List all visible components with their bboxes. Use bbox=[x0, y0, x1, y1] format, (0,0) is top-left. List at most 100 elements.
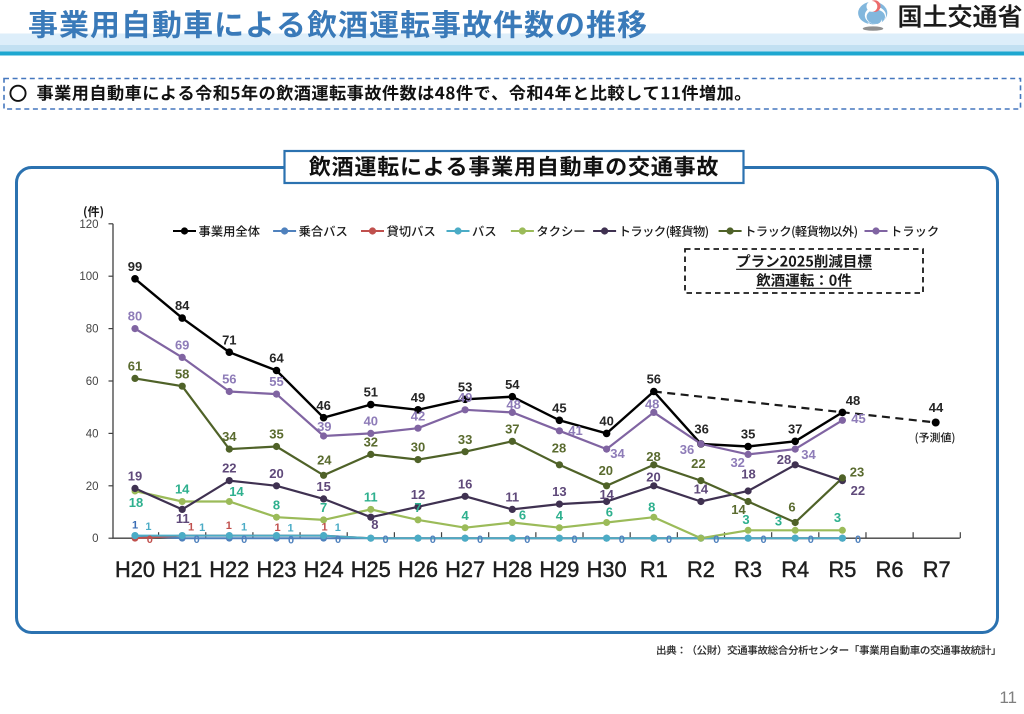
svg-text:55: 55 bbox=[269, 374, 283, 389]
svg-text:R7: R7 bbox=[923, 557, 951, 582]
svg-text:58: 58 bbox=[175, 366, 189, 381]
svg-text:41: 41 bbox=[568, 423, 582, 438]
svg-text:8: 8 bbox=[371, 517, 378, 532]
svg-text:1: 1 bbox=[275, 522, 281, 534]
svg-text:18: 18 bbox=[129, 495, 143, 510]
svg-text:56: 56 bbox=[222, 372, 236, 387]
svg-text:36: 36 bbox=[680, 442, 694, 457]
svg-text:11: 11 bbox=[176, 511, 190, 526]
svg-text:40: 40 bbox=[86, 428, 99, 440]
svg-text:H26: H26 bbox=[398, 557, 438, 582]
svg-text:22: 22 bbox=[851, 483, 865, 498]
svg-text:8: 8 bbox=[273, 497, 280, 512]
svg-text:48: 48 bbox=[645, 396, 659, 411]
svg-text:3: 3 bbox=[775, 514, 782, 529]
svg-text:0: 0 bbox=[713, 534, 719, 546]
svg-text:40: 40 bbox=[364, 414, 378, 429]
svg-text:1: 1 bbox=[241, 521, 247, 533]
svg-text:22: 22 bbox=[691, 456, 705, 471]
svg-text:40: 40 bbox=[599, 414, 613, 429]
svg-text:48: 48 bbox=[846, 393, 860, 408]
svg-text:0: 0 bbox=[808, 534, 814, 546]
svg-text:22: 22 bbox=[222, 461, 236, 476]
svg-text:20: 20 bbox=[86, 481, 99, 493]
svg-text:0: 0 bbox=[241, 534, 247, 546]
svg-text:3: 3 bbox=[834, 510, 841, 525]
svg-text:46: 46 bbox=[316, 398, 330, 413]
svg-text:1: 1 bbox=[188, 521, 194, 533]
svg-text:14: 14 bbox=[731, 502, 746, 517]
svg-text:H29: H29 bbox=[539, 557, 579, 582]
svg-text:8: 8 bbox=[648, 499, 655, 514]
svg-text:0: 0 bbox=[92, 533, 98, 545]
svg-text:32: 32 bbox=[364, 435, 378, 450]
svg-text:69: 69 bbox=[175, 338, 189, 353]
svg-text:0: 0 bbox=[194, 534, 200, 546]
svg-text:64: 64 bbox=[269, 351, 284, 366]
svg-text:R5: R5 bbox=[828, 557, 856, 582]
svg-text:6: 6 bbox=[606, 504, 613, 519]
svg-text:35: 35 bbox=[269, 427, 283, 442]
svg-text:0: 0 bbox=[477, 534, 483, 546]
svg-text:H21: H21 bbox=[162, 557, 202, 582]
svg-text:32: 32 bbox=[730, 455, 744, 470]
svg-text:13: 13 bbox=[552, 484, 566, 499]
svg-text:15: 15 bbox=[316, 479, 330, 494]
svg-text:33: 33 bbox=[458, 432, 472, 447]
svg-text:18: 18 bbox=[741, 466, 755, 481]
svg-text:48: 48 bbox=[506, 397, 520, 412]
svg-text:1: 1 bbox=[321, 522, 327, 534]
svg-text:28: 28 bbox=[646, 449, 660, 464]
svg-text:80: 80 bbox=[128, 309, 142, 324]
svg-text:0: 0 bbox=[288, 535, 294, 547]
svg-text:0: 0 bbox=[430, 534, 436, 546]
svg-text:71: 71 bbox=[222, 332, 236, 347]
svg-text:19: 19 bbox=[128, 469, 142, 484]
svg-text:12: 12 bbox=[411, 487, 425, 502]
svg-text:45: 45 bbox=[851, 411, 865, 426]
svg-text:53: 53 bbox=[458, 379, 472, 394]
svg-text:49: 49 bbox=[458, 390, 472, 405]
svg-text:34: 34 bbox=[801, 447, 816, 462]
svg-text:37: 37 bbox=[505, 421, 519, 436]
svg-text:36: 36 bbox=[694, 421, 708, 436]
svg-text:20: 20 bbox=[646, 470, 660, 485]
svg-text:20: 20 bbox=[599, 463, 613, 478]
svg-text:R1: R1 bbox=[640, 557, 668, 582]
svg-text:28: 28 bbox=[777, 452, 791, 467]
svg-text:51: 51 bbox=[364, 385, 378, 400]
svg-text:H22: H22 bbox=[209, 557, 249, 582]
svg-text:100: 100 bbox=[79, 271, 98, 283]
svg-text:0: 0 bbox=[335, 534, 341, 546]
svg-text:H27: H27 bbox=[445, 557, 485, 582]
svg-text:61: 61 bbox=[128, 359, 142, 374]
svg-text:H20: H20 bbox=[115, 557, 155, 582]
svg-text:54: 54 bbox=[505, 377, 520, 392]
svg-text:7: 7 bbox=[414, 500, 421, 515]
svg-text:R2: R2 bbox=[687, 557, 715, 582]
svg-text:0: 0 bbox=[760, 534, 766, 546]
svg-text:120: 120 bbox=[79, 219, 98, 231]
svg-text:80: 80 bbox=[86, 324, 99, 336]
svg-text:H28: H28 bbox=[492, 557, 532, 582]
svg-text:14: 14 bbox=[229, 484, 244, 499]
svg-text:H30: H30 bbox=[587, 557, 627, 582]
svg-text:14: 14 bbox=[694, 482, 709, 497]
svg-text:0: 0 bbox=[855, 534, 861, 546]
svg-text:45: 45 bbox=[552, 400, 566, 415]
svg-text:R6: R6 bbox=[876, 557, 904, 582]
svg-text:35: 35 bbox=[741, 427, 755, 442]
svg-text:16: 16 bbox=[458, 476, 472, 491]
svg-text:20: 20 bbox=[269, 466, 283, 481]
svg-text:6: 6 bbox=[788, 500, 795, 515]
svg-text:1: 1 bbox=[145, 521, 151, 533]
svg-text:14: 14 bbox=[175, 482, 190, 497]
svg-text:1: 1 bbox=[288, 523, 294, 535]
svg-text:1: 1 bbox=[226, 520, 232, 532]
svg-text:H24: H24 bbox=[304, 557, 344, 582]
svg-text:0: 0 bbox=[666, 534, 672, 546]
svg-text:3: 3 bbox=[742, 512, 749, 527]
svg-text:24: 24 bbox=[317, 453, 332, 468]
svg-text:49: 49 bbox=[411, 390, 425, 405]
svg-text:60: 60 bbox=[86, 376, 99, 388]
